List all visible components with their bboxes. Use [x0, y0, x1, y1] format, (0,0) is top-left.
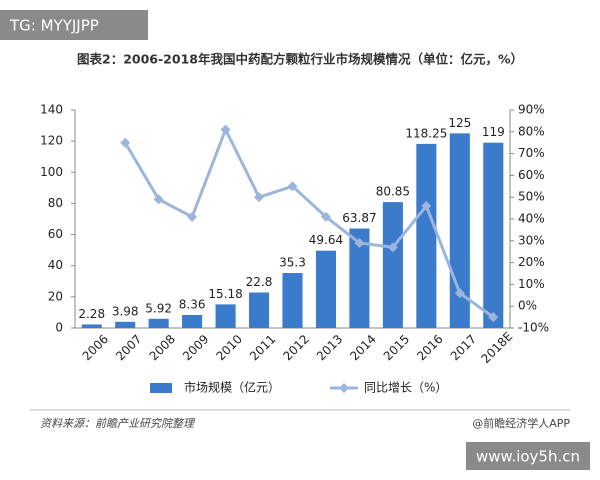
data-label: 8.36 [179, 297, 206, 311]
data-label: 119 [482, 125, 505, 139]
legend-swatch [339, 383, 349, 393]
bar [282, 273, 303, 328]
data-label: 80.85 [376, 185, 410, 199]
y-tick-label: 120 [40, 134, 63, 148]
bar [182, 314, 203, 328]
x-tick-label: 2007 [113, 332, 144, 363]
bar [416, 143, 437, 328]
watermark: www.ioy5h.cn [476, 448, 580, 466]
data-label: 63.87 [342, 211, 376, 225]
watermark-box [0, 10, 148, 40]
line-marker [488, 312, 499, 323]
x-tick-label: 2006 [80, 332, 111, 363]
x-tick-label: 2011 [247, 332, 278, 363]
y-tick-label: 80 [48, 196, 63, 210]
data-label: 125 [448, 116, 471, 130]
watermark-box [466, 442, 590, 470]
y2-tick-label: 0% [518, 299, 537, 313]
data-label: 3.98 [112, 304, 139, 318]
x-tick-label: 2009 [180, 332, 211, 363]
y2-tick-label: 20% [518, 255, 545, 269]
credit: @前瞻经济学人APP [472, 416, 570, 430]
bar [382, 202, 403, 328]
y2-tick-label: 80% [518, 124, 545, 138]
bar [315, 250, 336, 328]
legend-label: 同比增长（%） [364, 381, 447, 395]
y2-tick-label: 70% [518, 146, 545, 160]
y2-tick-label: 60% [518, 168, 545, 182]
y-tick-label: 20 [48, 289, 63, 303]
y-tick-label: 100 [40, 165, 63, 179]
data-label: 15.18 [208, 287, 242, 301]
line-marker [120, 137, 131, 148]
x-tick-label: 2008 [147, 332, 178, 363]
bar [148, 318, 169, 328]
bar [215, 304, 236, 328]
chart-title: 图表2：2006-2018年我国中药配方颗粒行业市场规模情况（单位：亿元，%） [77, 52, 523, 67]
x-tick-label: 2016 [414, 332, 445, 363]
legend-swatch [150, 383, 172, 393]
line-marker [354, 237, 365, 248]
x-tick-label: 2015 [381, 332, 412, 363]
x-tick-label: 2017 [448, 332, 479, 363]
data-label: 22.8 [246, 275, 273, 289]
y-tick-label: 40 [48, 258, 63, 272]
y2-tick-label: 10% [518, 277, 545, 291]
bar [115, 321, 136, 328]
watermark: TG: MYYJJPP [9, 17, 99, 35]
legend-label: 市场规模（亿元） [184, 380, 280, 395]
line-marker [220, 124, 231, 135]
line-marker [254, 192, 265, 203]
data-label: 35.3 [279, 256, 306, 270]
bar [81, 324, 102, 328]
x-tick-label: 2012 [280, 332, 311, 363]
x-tick-label: 2014 [347, 332, 378, 363]
x-tick-label: 2010 [213, 332, 244, 363]
data-label: 5.92 [145, 301, 172, 315]
y2-tick-label: 30% [518, 233, 545, 247]
y2-tick-label: 40% [518, 212, 545, 226]
data-label: 2.28 [78, 307, 105, 321]
line-marker [320, 211, 331, 222]
line [123, 125, 495, 319]
bar [483, 142, 504, 328]
x-tick-label: 2018E [478, 329, 515, 366]
y-tick-label: 60 [48, 227, 63, 241]
line-marker [421, 200, 432, 211]
bar [249, 292, 270, 328]
data-label: 49.64 [309, 233, 343, 247]
y2-tick-label: 50% [518, 190, 545, 204]
line-marker [187, 211, 198, 222]
bar [349, 228, 370, 328]
y-tick-label: 140 [40, 103, 63, 117]
y2-tick-label: -10% [518, 321, 549, 335]
y2-tick-label: 90% [518, 103, 545, 117]
x-tick-label: 2013 [314, 332, 345, 363]
y-tick-label: 0 [55, 321, 63, 335]
data-label: 118.25 [405, 126, 447, 140]
line-marker [387, 242, 398, 253]
line-marker [153, 194, 164, 205]
line-marker [454, 288, 465, 299]
line-marker [287, 181, 298, 192]
source: 资料来源：前瞻产业研究院整理 [40, 417, 196, 430]
